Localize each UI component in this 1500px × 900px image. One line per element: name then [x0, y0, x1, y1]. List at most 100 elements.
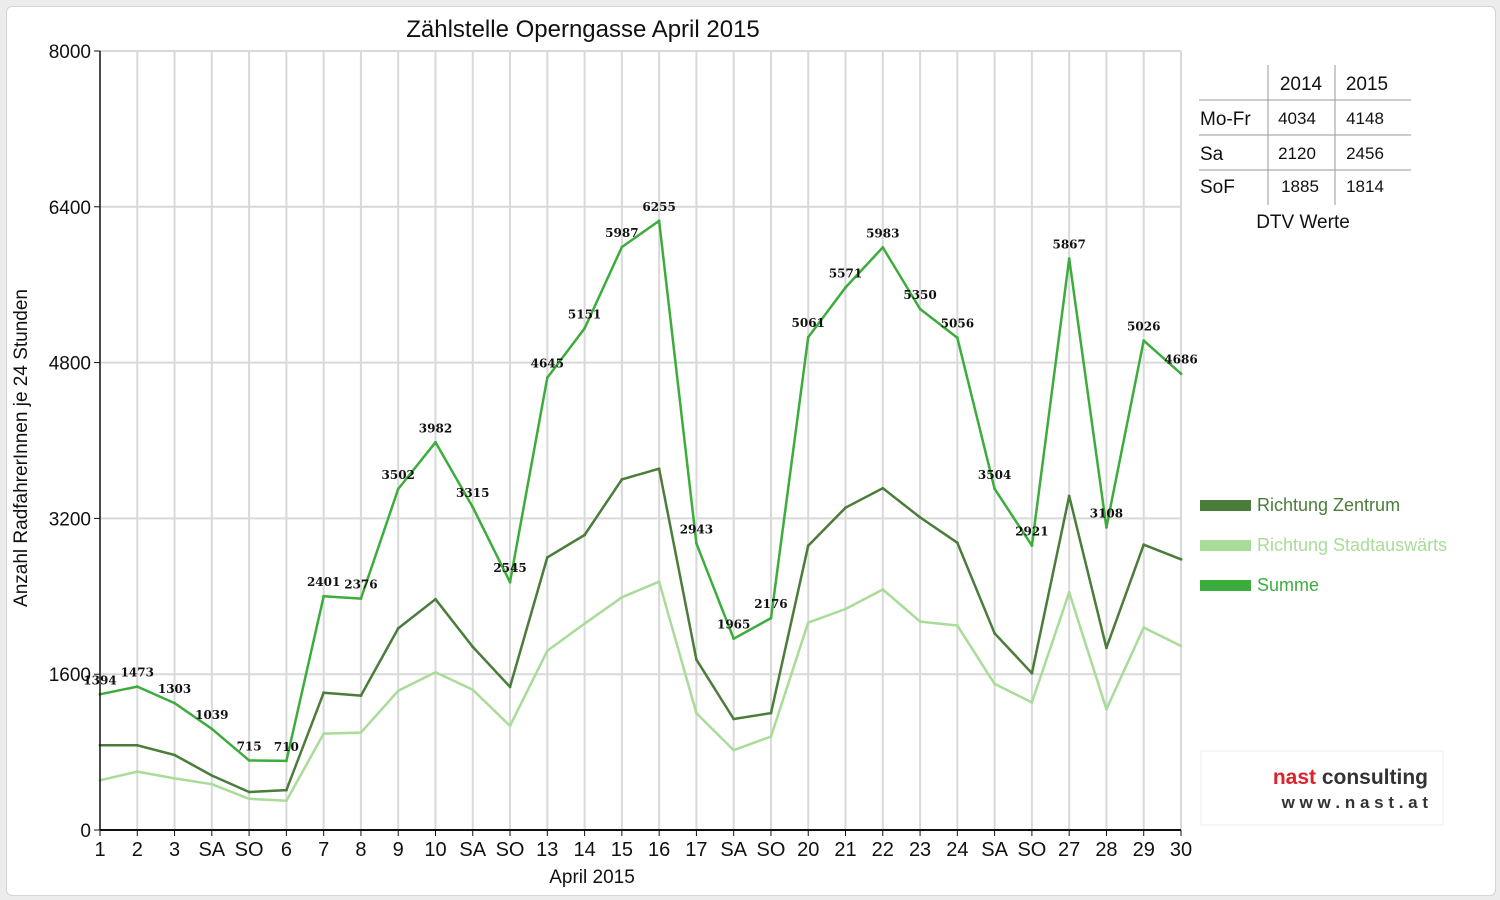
x-tick-label: 1 [94, 839, 105, 861]
series-line-2 [99, 219, 1182, 763]
x-tick-label: 3 [169, 839, 180, 861]
series-lines [98, 219, 1183, 803]
series-point-0 [247, 790, 251, 794]
chart-frame: Zählstelle Operngasse April 2015 1394 147… [6, 6, 1496, 896]
legend-label: Richtung Zentrum [1257, 495, 1400, 515]
legend: Richtung Zentrum Richtung Stadtauswärts Su… [1200, 495, 1447, 595]
series-point-2 [545, 376, 549, 380]
logo-box [1200, 750, 1444, 826]
data-label: 4645 [531, 357, 564, 371]
y-tick-label: 3200 [49, 509, 91, 530]
series-point-1 [732, 748, 736, 752]
series-point-0 [993, 631, 997, 635]
y-tick-label: 4800 [49, 354, 91, 375]
table-cell: 4034 [1278, 109, 1316, 128]
data-label: 2943 [680, 522, 713, 536]
x-tick-label: 30 [1170, 839, 1192, 861]
series-point-1 [583, 622, 586, 625]
table-header-2014: 2014 [1280, 74, 1323, 95]
data-label: 1303 [158, 682, 191, 696]
series-point-0 [1179, 557, 1183, 561]
axes [94, 50, 1182, 836]
x-tick-label: 16 [648, 839, 670, 861]
data-label: 2545 [493, 561, 526, 575]
data-label: 2176 [754, 597, 787, 611]
series-point-0 [1105, 646, 1108, 650]
series-point-1 [434, 670, 437, 674]
x-tick-label: 28 [1095, 839, 1117, 861]
x-tick-label: SA [981, 839, 1008, 861]
series-point-0 [284, 788, 288, 792]
series-point-1 [545, 649, 549, 653]
series-point-2 [396, 487, 400, 491]
series-line-0 [100, 467, 1182, 794]
series-point-1 [1105, 707, 1108, 711]
x-tick-label: 2 [132, 839, 143, 861]
series-point-0 [396, 627, 400, 630]
table-cell: 2120 [1278, 144, 1316, 163]
series-point-1 [695, 711, 698, 715]
series-point-0 [545, 555, 549, 559]
series-point-2 [210, 727, 214, 731]
series-point-2 [1142, 339, 1146, 342]
x-tick-label: 22 [872, 839, 894, 861]
x-tick-label: SA [198, 839, 225, 861]
series-point-0 [434, 597, 437, 601]
x-tick-label: 7 [318, 839, 329, 861]
x-tick-label: 14 [573, 839, 595, 861]
x-tick-label: 8 [355, 839, 366, 861]
x-tick-label: SO [1017, 839, 1046, 861]
table-row-label: SoF [1200, 177, 1235, 198]
data-label: 5056 [941, 317, 974, 331]
data-label: 2921 [1015, 525, 1048, 539]
chart-title: Zählstelle Operngasse April 2015 [406, 16, 760, 43]
y-tick-label: 0 [80, 821, 91, 842]
y-tick-label: 6400 [49, 198, 91, 219]
series-point-1 [844, 607, 847, 611]
series-point-2 [881, 246, 885, 249]
x-tick-label: SA [720, 839, 747, 861]
series-point-0 [583, 533, 586, 537]
series-point-2 [583, 327, 586, 330]
series-point-0 [695, 658, 698, 661]
x-tick-label: 6 [281, 839, 292, 861]
series-point-2 [173, 701, 176, 705]
series-point-1 [1030, 701, 1034, 704]
table-header-2015: 2015 [1346, 74, 1388, 95]
series-point-0 [508, 685, 512, 689]
series-point-0 [918, 516, 922, 519]
dtv-table: 2014 2015 Mo-Fr 4034 4148 Sa 2120 2456 S… [1199, 65, 1411, 233]
x-tick-label: 15 [611, 839, 633, 861]
x-tick-label: SO [757, 839, 786, 861]
x-tick-label: 23 [909, 839, 931, 861]
x-tick-label: 29 [1133, 839, 1155, 861]
series-point-1 [657, 580, 661, 584]
series-point-2 [918, 307, 922, 311]
series-point-2 [695, 542, 698, 545]
y-tick-label: 8000 [49, 42, 91, 63]
series-point-1 [322, 732, 326, 735]
series-point-0 [210, 774, 214, 777]
table-cell: 4148 [1346, 109, 1384, 128]
table-cell: 2456 [1346, 144, 1384, 163]
series-point-1 [806, 621, 810, 624]
series-point-0 [732, 717, 736, 721]
data-label: 3315 [456, 486, 489, 500]
series-point-1 [881, 588, 885, 591]
x-tick-label: 20 [797, 839, 819, 861]
table-cell: 1814 [1346, 177, 1384, 196]
legend-swatch [1200, 540, 1251, 551]
series-point-0 [955, 541, 959, 545]
series-point-2 [508, 580, 512, 584]
table-caption: DTV Werte [1256, 212, 1350, 233]
data-label: 5571 [829, 267, 862, 281]
data-label: 3502 [382, 468, 415, 482]
series-point-2 [657, 219, 661, 223]
series-point-2 [732, 637, 736, 641]
data-label: 2376 [344, 578, 377, 592]
series-point-1 [993, 682, 997, 686]
x-tick-label: SA [459, 839, 486, 861]
data-label: 5867 [1052, 238, 1085, 252]
data-label: 5983 [866, 226, 899, 240]
